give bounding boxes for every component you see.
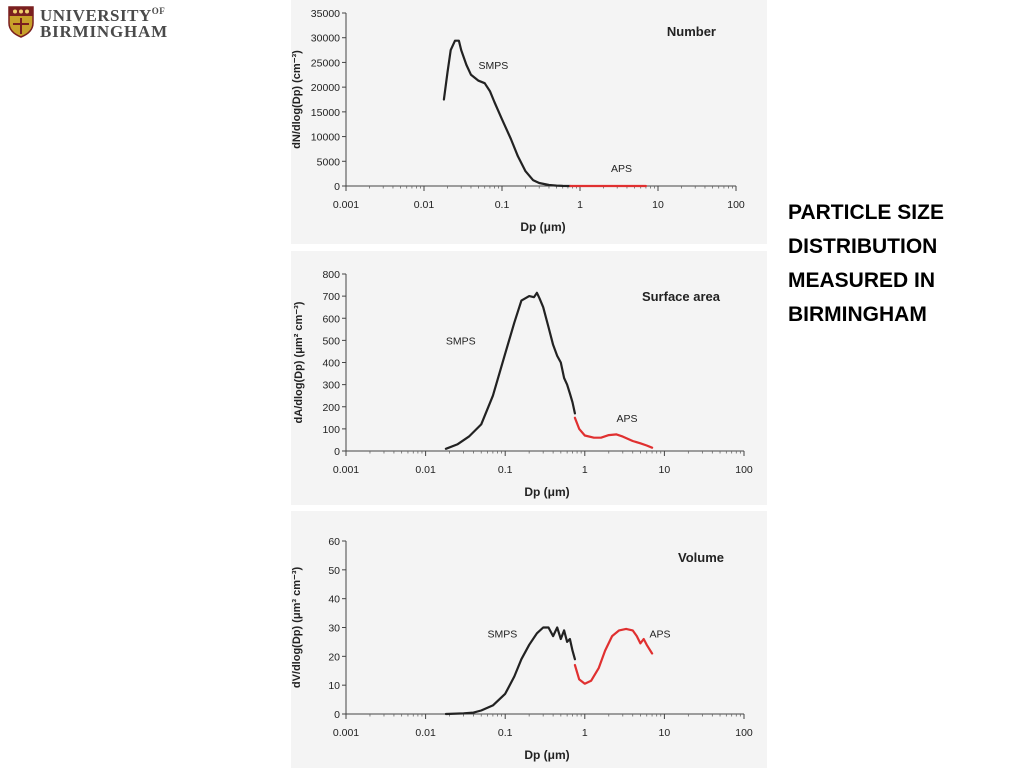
university-logo: UNIVERSITYOF BIRMINGHAM bbox=[8, 6, 208, 41]
series-line-smps bbox=[444, 291, 577, 450]
x-tick-label: 0.1 bbox=[498, 464, 513, 476]
x-tick-label: 0.1 bbox=[495, 199, 510, 211]
y-axis-label: dV/dlog(Dp) (μm³ cm⁻³) bbox=[291, 567, 303, 689]
x-tick-label: 10 bbox=[659, 727, 671, 739]
chart-panel-surface-area: 0 100 200 300 400 500 600 700 800 0.001 0.01 0.1 1 10… bbox=[291, 251, 767, 505]
panel-label: Surface area bbox=[642, 289, 721, 304]
panel-label: Number bbox=[667, 24, 716, 39]
x-tick-label: 0.001 bbox=[333, 199, 359, 211]
y-tick-label: 60 bbox=[328, 536, 340, 548]
y-tick-label: 15000 bbox=[311, 107, 340, 119]
y-tick-label: 0 bbox=[334, 446, 340, 458]
annotation-aps: APS bbox=[650, 628, 671, 640]
y-tick-label: 5000 bbox=[317, 156, 341, 168]
panel-background bbox=[291, 511, 767, 768]
y-tick-label: 0 bbox=[334, 709, 340, 721]
y-tick-label: 600 bbox=[322, 313, 340, 325]
y-tick-label: 700 bbox=[322, 291, 340, 303]
logo-line-university: UNIVERSITYOF bbox=[40, 6, 166, 25]
y-tick-label: 10 bbox=[328, 680, 340, 692]
headline-line: BIRMINGHAM bbox=[788, 303, 927, 326]
y-tick-label: 20 bbox=[328, 651, 340, 663]
y-tick-label: 100 bbox=[322, 424, 340, 436]
x-tick-label: 0.001 bbox=[333, 464, 359, 476]
y-axis-label: dA/dlog(Dp) (μm² cm⁻³) bbox=[293, 301, 305, 423]
y-tick-label: 20000 bbox=[311, 82, 340, 94]
panel-label: Volume bbox=[678, 550, 724, 565]
series-line-smps bbox=[442, 39, 572, 188]
slide-headline: PARTICLE SIZE DISTRIBUTION MEASURED IN B… bbox=[788, 196, 1008, 332]
x-axis-label: Dp (μm) bbox=[524, 748, 569, 762]
annotation-aps: APS bbox=[611, 163, 632, 175]
x-tick-label: 1 bbox=[582, 727, 588, 739]
x-tick-label: 0.01 bbox=[415, 464, 436, 476]
x-tick-label: 0.01 bbox=[415, 727, 436, 739]
x-tick-label: 100 bbox=[735, 727, 753, 739]
x-tick-label: 0.01 bbox=[414, 199, 435, 211]
headline-line: MEASURED IN bbox=[788, 269, 936, 292]
x-axis-label: Dp (μm) bbox=[520, 220, 565, 234]
y-tick-label: 500 bbox=[322, 335, 340, 347]
y-tick-label: 10000 bbox=[311, 132, 340, 144]
y-axis-label: dN/dlog(Dp) (cm⁻³) bbox=[291, 50, 303, 149]
y-tick-label: 25000 bbox=[311, 57, 340, 69]
series-line-smps bbox=[444, 626, 577, 716]
x-tick-label: 100 bbox=[735, 464, 753, 476]
x-axis-label: Dp (μm) bbox=[524, 485, 569, 499]
annotation-aps: APS bbox=[616, 413, 637, 425]
series-line-aps bbox=[573, 627, 654, 685]
annotation-smps: SMPS bbox=[488, 628, 518, 640]
headline-line: PARTICLE SIZE bbox=[788, 201, 944, 224]
y-tick-label: 35000 bbox=[311, 8, 340, 20]
x-tick-label: 100 bbox=[727, 199, 745, 211]
x-tick-label: 0.1 bbox=[498, 727, 513, 739]
y-tick-label: 50 bbox=[328, 565, 340, 577]
x-tick-label: 0.001 bbox=[333, 727, 359, 739]
logo-line-birmingham: BIRMINGHAM bbox=[40, 22, 168, 41]
panel-background bbox=[291, 251, 767, 505]
y-tick-label: 800 bbox=[322, 269, 340, 281]
x-tick-label: 10 bbox=[652, 199, 664, 211]
y-tick-label: 30 bbox=[328, 623, 340, 635]
y-tick-label: 0 bbox=[334, 181, 340, 193]
y-tick-label: 400 bbox=[322, 358, 340, 370]
headline-line: DISTRIBUTION bbox=[788, 235, 938, 258]
panel-background bbox=[291, 0, 767, 244]
x-tick-label: 1 bbox=[577, 199, 583, 211]
crest-icon bbox=[8, 6, 34, 38]
annotation-smps: SMPS bbox=[479, 60, 509, 72]
y-tick-label: 200 bbox=[322, 402, 340, 414]
chart-panel-volume: 0 10 20 30 40 50 60 0.001 0.01 0.1 1 10 100 Dp (μm) dV… bbox=[291, 511, 767, 768]
annotation-smps: SMPS bbox=[446, 335, 476, 347]
x-tick-label: 10 bbox=[659, 464, 671, 476]
chart-panel-number: 0 5000 10000 15000 20000 25000 30000 35000 0.001… bbox=[291, 0, 767, 244]
y-tick-label: 300 bbox=[322, 380, 340, 392]
series-line-aps bbox=[573, 416, 654, 449]
y-tick-label: 40 bbox=[328, 594, 340, 606]
y-tick-label: 30000 bbox=[311, 33, 340, 45]
x-tick-label: 1 bbox=[582, 464, 588, 476]
